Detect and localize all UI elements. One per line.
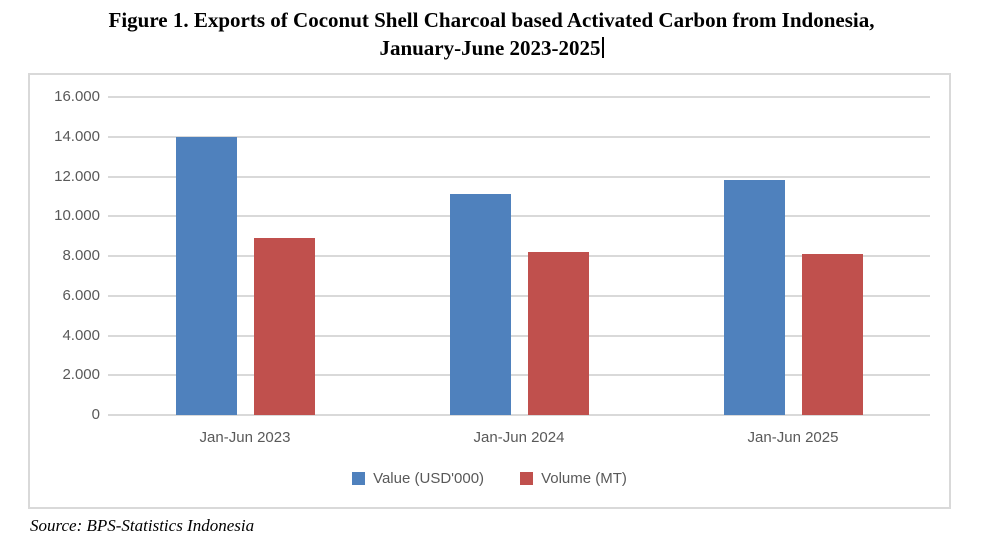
text-cursor (601, 37, 604, 58)
legend-swatch (352, 472, 366, 485)
y-tick-label: 16.000 (54, 88, 100, 105)
gridline (108, 334, 930, 337)
y-tick-label: 4.000 (62, 326, 100, 344)
y-tick-label: 2.000 (62, 366, 100, 384)
gridline (108, 175, 930, 178)
gridline (108, 215, 930, 218)
figure-title[interactable]: Figure 1. Exports of Coconut Shell Charc… (0, 6, 983, 62)
gridline (108, 414, 930, 416)
y-tick-label: 0 (91, 406, 100, 423)
y-tick-label: 10.000 (54, 207, 100, 225)
source-text[interactable]: Source: BPS-Statistics Indonesia (30, 516, 255, 535)
bar-volume-jan-jun-2023 (253, 238, 315, 415)
x-tick-label: Jan-Jun 2025 (747, 429, 839, 446)
y-axis-labels: 0 2.000 4.000 6.000 8.000 10.000 12.000 14.000 1… (30, 88, 100, 423)
gridline (108, 135, 930, 138)
y-tick-label: 8.000 (62, 247, 100, 264)
y-tick-label: 12.000 (54, 167, 100, 185)
x-tick-label: Jan-Jun 2023 (199, 429, 291, 446)
legend-item: Value (USD'000) (352, 470, 484, 487)
legend-swatch (520, 472, 534, 485)
legend-label: Value (USD'000) (373, 470, 485, 487)
plot-area (108, 96, 930, 416)
bar-value-jan-jun-2024 (449, 194, 511, 415)
bar-value-jan-jun-2023 (175, 137, 237, 415)
gridline (108, 294, 930, 297)
bar-volume-jan-jun-2024 (527, 252, 589, 415)
gridline (108, 374, 930, 377)
figure-title-line2: January-June 2023-2025 (0, 34, 983, 62)
bar-value-jan-jun-2025 (723, 180, 785, 415)
x-tick-label: Jan-Jun 2024 (473, 429, 565, 446)
x-axis-labels: Jan-Jun 2023 Jan-Jun 2024 Jan-Jun 2025 (108, 429, 930, 451)
legend: Value (USD'000) Volume (MT) (30, 470, 949, 487)
chart-canvas[interactable]: 0 2.000 4.000 6.000 8.000 10.000 12.000 14.000 1… (28, 73, 951, 509)
bar-volume-jan-jun-2025 (801, 254, 863, 415)
legend-item: Volume (MT) (520, 470, 627, 487)
y-tick-label: 6.000 (62, 286, 100, 304)
legend-label: Volume (MT) (541, 470, 627, 487)
figure-title-line2-text: January-June 2023-2025 (379, 36, 601, 60)
gridline (108, 96, 930, 98)
y-tick-label: 14.000 (54, 127, 100, 145)
gridline (108, 255, 930, 257)
figure-title-line1: Figure 1. Exports of Coconut Shell Charc… (108, 8, 875, 32)
